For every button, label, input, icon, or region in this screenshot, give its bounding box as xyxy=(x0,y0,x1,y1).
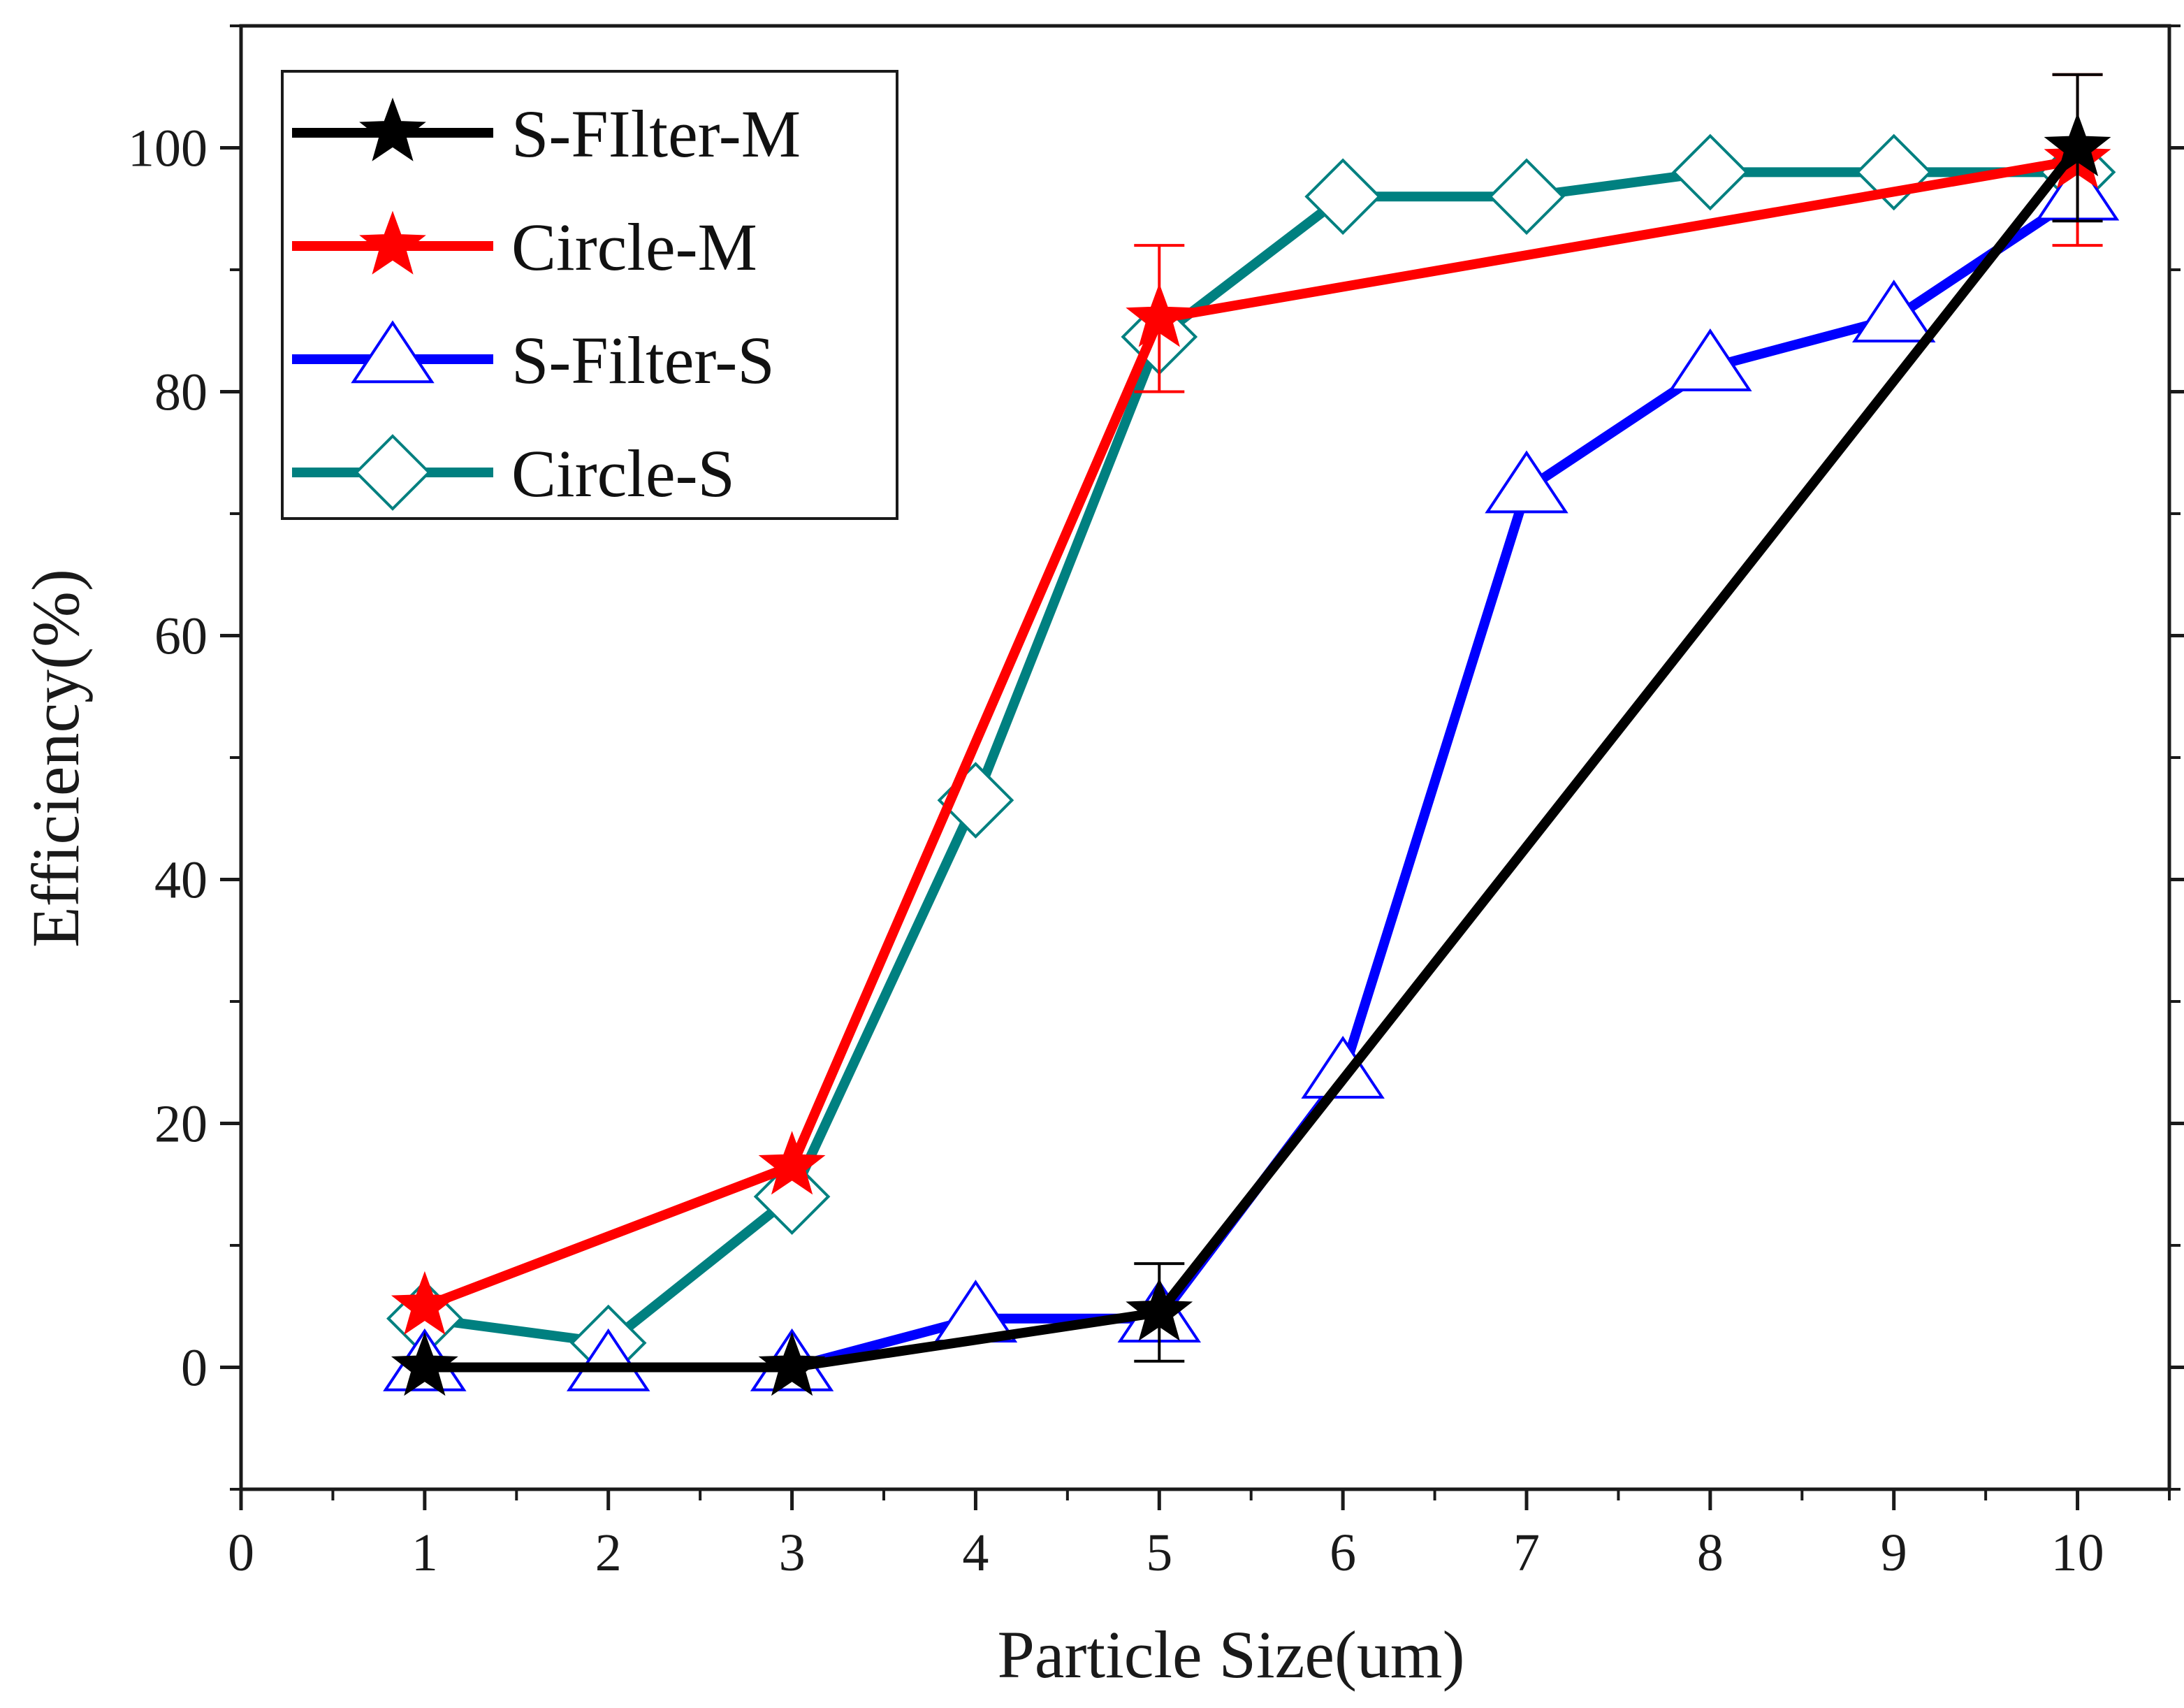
y-tick-label-80: 80 xyxy=(154,363,208,422)
data-point-s-filter-m xyxy=(758,1332,826,1396)
data-point-circle-m xyxy=(758,1131,826,1195)
data-point-circle-s xyxy=(1672,133,1749,211)
legend-label-circle-m: Circle-M xyxy=(511,210,757,284)
data-point-s-filter-s xyxy=(1668,328,1752,391)
series-s-filter-m xyxy=(391,73,2111,1396)
data-point-circle-m xyxy=(1126,283,1193,347)
data-point-circle-s xyxy=(753,1158,831,1236)
y-tick-label-60: 60 xyxy=(154,607,208,666)
series-line-s-filter-m xyxy=(424,145,2082,1373)
y-tick-label-20: 20 xyxy=(154,1095,208,1154)
y-tick-label-40: 40 xyxy=(154,851,208,910)
legend-label-circle-s: Circle-S xyxy=(511,436,735,511)
x-tick-label-10: 10 xyxy=(2051,1524,2104,1582)
legend-label-s-filter-m: S-FIlter-M xyxy=(511,96,801,171)
legend-marker-s-filter-m xyxy=(359,97,426,161)
legend-marker-circle-s xyxy=(354,434,431,511)
legend-item-s-filter-m: S-FIlter-M xyxy=(292,96,801,171)
data-point-s-filter-s xyxy=(1485,450,1568,514)
x-tick-label-3: 3 xyxy=(779,1524,806,1582)
x-tick-label-1: 1 xyxy=(412,1524,438,1582)
x-tick-label-6: 6 xyxy=(1330,1524,1356,1582)
data-point-s-filter-m xyxy=(391,1332,458,1396)
data-point-s-filter-s xyxy=(566,1328,650,1391)
x-tick-label-4: 4 xyxy=(962,1524,989,1582)
y-axis-title: Efficiency(%) xyxy=(18,569,93,948)
data-point-s-filter-s xyxy=(1851,280,1936,343)
x-tick-label-5: 5 xyxy=(1146,1524,1172,1582)
x-tick-label-9: 9 xyxy=(1881,1524,1907,1582)
x-tick-label-8: 8 xyxy=(1697,1524,1724,1582)
legend-label-s-filter-s: S-Filter-S xyxy=(511,323,775,398)
data-point-circle-s xyxy=(1304,158,1381,236)
x-tick-label-2: 2 xyxy=(595,1524,622,1582)
y-tick-label-0: 0 xyxy=(181,1339,208,1398)
legend: S-FIlter-M Circle-M S-Filter-S Circle-S xyxy=(281,70,898,520)
legend-marker-circle-m xyxy=(359,210,426,275)
series-layer xyxy=(383,73,2120,1396)
series-line-circle-m xyxy=(423,155,2079,1311)
x-axis-title: Particle Size(um) xyxy=(997,1617,1464,1692)
legend-item-s-filter-s: S-Filter-S xyxy=(292,320,775,398)
data-point-s-filter-s xyxy=(1301,1036,1385,1099)
legend-item-circle-m: Circle-M xyxy=(292,210,757,284)
y-tick-label-100: 100 xyxy=(128,120,208,178)
data-point-circle-s xyxy=(1488,158,1565,236)
series-line-circle-s xyxy=(423,167,2078,1348)
x-tick-label-7: 7 xyxy=(1513,1524,1540,1582)
data-point-s-filter-m xyxy=(1126,1277,1193,1341)
data-point-circle-m xyxy=(391,1271,458,1336)
data-point-s-filter-m xyxy=(2044,113,2111,177)
legend-item-circle-s: Circle-S xyxy=(292,434,735,511)
x-tick-label-0: 0 xyxy=(228,1524,254,1582)
legend-marker-s-filter-s xyxy=(351,320,435,384)
